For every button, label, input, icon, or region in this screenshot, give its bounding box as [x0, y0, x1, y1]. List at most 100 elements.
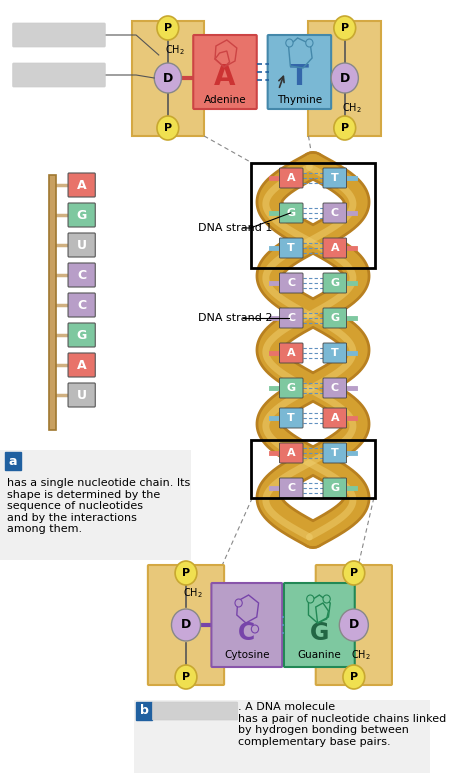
- FancyBboxPatch shape: [68, 263, 95, 287]
- Bar: [132, 21, 204, 135]
- Circle shape: [343, 561, 365, 585]
- Text: Guanine: Guanine: [298, 650, 341, 660]
- Text: D: D: [340, 71, 350, 84]
- Bar: [136, 702, 153, 720]
- FancyBboxPatch shape: [323, 238, 346, 258]
- Text: P: P: [350, 672, 358, 682]
- Bar: [134, 700, 430, 773]
- FancyBboxPatch shape: [323, 343, 346, 363]
- Text: A: A: [330, 413, 339, 423]
- Text: T: T: [287, 413, 295, 423]
- Text: U: U: [77, 389, 87, 401]
- Circle shape: [251, 625, 259, 633]
- FancyBboxPatch shape: [211, 583, 282, 667]
- Text: A: A: [214, 63, 236, 91]
- Text: T: T: [331, 173, 338, 183]
- Text: P: P: [341, 23, 349, 33]
- Text: CH$_2$: CH$_2$: [165, 43, 185, 57]
- Text: A: A: [287, 448, 296, 458]
- FancyBboxPatch shape: [323, 408, 346, 428]
- Text: C: C: [287, 313, 295, 323]
- Text: T: T: [331, 448, 338, 458]
- Text: has a single nucleotide chain. Its
shape is determined by the
sequence of nucleo: has a single nucleotide chain. Its shape…: [7, 478, 191, 534]
- FancyBboxPatch shape: [316, 565, 392, 685]
- Text: G: G: [287, 383, 296, 393]
- Text: D: D: [181, 618, 191, 632]
- Circle shape: [323, 595, 330, 603]
- Text: A: A: [287, 173, 296, 183]
- FancyBboxPatch shape: [280, 343, 303, 363]
- FancyBboxPatch shape: [280, 443, 303, 463]
- Bar: [251, 163, 375, 268]
- Bar: [251, 440, 375, 498]
- FancyBboxPatch shape: [13, 23, 105, 47]
- Circle shape: [286, 39, 293, 47]
- Text: G: G: [330, 483, 339, 493]
- FancyBboxPatch shape: [284, 583, 355, 667]
- Text: C: C: [287, 278, 295, 288]
- Text: T: T: [331, 348, 338, 358]
- Text: A: A: [77, 359, 86, 372]
- FancyBboxPatch shape: [323, 273, 346, 293]
- Text: CH$_2$: CH$_2$: [342, 101, 362, 115]
- FancyBboxPatch shape: [68, 383, 95, 407]
- FancyBboxPatch shape: [68, 353, 95, 377]
- FancyBboxPatch shape: [68, 203, 95, 227]
- Circle shape: [157, 16, 179, 40]
- Text: a: a: [9, 455, 17, 468]
- FancyBboxPatch shape: [13, 63, 105, 87]
- Text: P: P: [182, 672, 190, 682]
- FancyBboxPatch shape: [148, 565, 224, 685]
- Text: Thymine: Thymine: [277, 95, 322, 105]
- Text: P: P: [182, 568, 190, 578]
- FancyBboxPatch shape: [323, 308, 346, 328]
- Text: G: G: [76, 209, 87, 222]
- FancyBboxPatch shape: [68, 173, 95, 197]
- Circle shape: [339, 609, 368, 641]
- Text: G: G: [76, 329, 87, 342]
- Circle shape: [334, 116, 356, 140]
- Text: DNA strand 2: DNA strand 2: [198, 313, 272, 323]
- Text: A: A: [287, 348, 296, 358]
- Text: A: A: [330, 243, 339, 253]
- Text: C: C: [77, 268, 86, 281]
- Circle shape: [343, 665, 365, 689]
- FancyBboxPatch shape: [153, 702, 237, 720]
- Text: C: C: [287, 483, 295, 493]
- Circle shape: [306, 39, 313, 47]
- Text: C: C: [331, 383, 339, 393]
- Bar: [49, 175, 56, 430]
- Text: G: G: [330, 313, 339, 323]
- FancyBboxPatch shape: [280, 273, 303, 293]
- Text: b: b: [140, 704, 149, 717]
- Bar: [0, 450, 191, 560]
- Text: C: C: [77, 298, 86, 312]
- Text: T: T: [290, 63, 309, 91]
- Text: P: P: [164, 123, 172, 133]
- Text: D: D: [349, 618, 359, 632]
- Text: G: G: [330, 278, 339, 288]
- FancyBboxPatch shape: [280, 238, 303, 258]
- Text: A: A: [77, 179, 86, 192]
- FancyBboxPatch shape: [280, 308, 303, 328]
- Text: CH$_2$: CH$_2$: [183, 586, 203, 600]
- Circle shape: [235, 599, 242, 607]
- FancyBboxPatch shape: [280, 378, 303, 398]
- Text: . A DNA molecule
has a pair of nucleotide chains linked
by hydrogen bonding betw: . A DNA molecule has a pair of nucleotid…: [237, 702, 446, 747]
- Text: Adenine: Adenine: [204, 95, 246, 105]
- Circle shape: [175, 561, 197, 585]
- FancyBboxPatch shape: [68, 233, 95, 257]
- Text: Cytosine: Cytosine: [224, 650, 270, 660]
- FancyBboxPatch shape: [280, 408, 303, 428]
- FancyBboxPatch shape: [193, 35, 257, 109]
- FancyBboxPatch shape: [323, 443, 346, 463]
- Bar: [5, 452, 21, 470]
- Circle shape: [331, 63, 358, 93]
- FancyBboxPatch shape: [280, 478, 303, 498]
- Text: C: C: [331, 208, 339, 218]
- FancyBboxPatch shape: [68, 293, 95, 317]
- FancyBboxPatch shape: [68, 323, 95, 347]
- Text: C: C: [238, 621, 255, 645]
- Circle shape: [307, 595, 314, 603]
- Text: D: D: [163, 71, 173, 84]
